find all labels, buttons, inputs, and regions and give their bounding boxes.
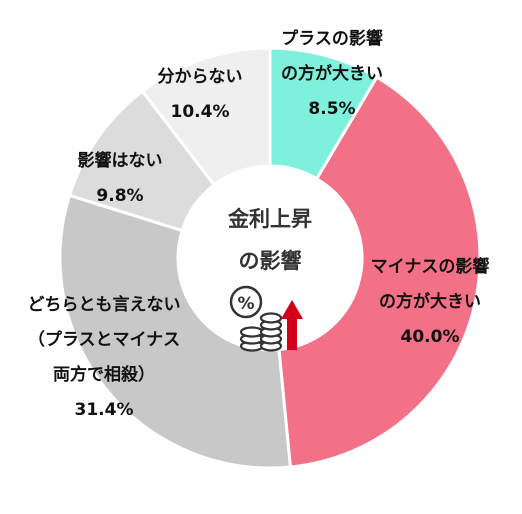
slice-value-label: 31.4% [75,400,134,420]
slice-value-label: 40.0% [401,327,460,347]
slice-value-label: 9.8% [96,186,143,206]
slice-category-label: プラスの影響 [281,28,383,49]
slice-labels: プラスの影響の方が大きい8.5%マイナスの影響の方が大きい40.0%どちらとも言… [28,28,490,420]
center-label-line-2: の影響 [239,249,302,273]
center-label-line-1: 金利上昇 [227,207,312,231]
donut-slice [140,46,272,188]
donut-slices [58,46,482,470]
percent-coins-up-arrow-icon: % [229,285,303,352]
slice-category-label: 分からない [158,67,243,87]
slice-category-label: どちらとも言えない [28,294,181,315]
slice-category-label: 影響はない [78,150,163,171]
slice-category-label: の方が大きい [379,291,481,312]
slice-category-label: の方が大きい [281,63,383,84]
slice-category-label: マイナスの影響 [371,256,490,277]
slice-category-label: （プラスとマイナス [28,329,180,350]
slice-category-label: 両方で相殺） [53,364,155,385]
slice-value-label: 8.5% [308,99,355,119]
svg-text:%: % [237,294,254,314]
slice-value-label: 10.4% [171,102,230,122]
donut-slice [277,75,482,469]
donut-slice [58,193,293,470]
